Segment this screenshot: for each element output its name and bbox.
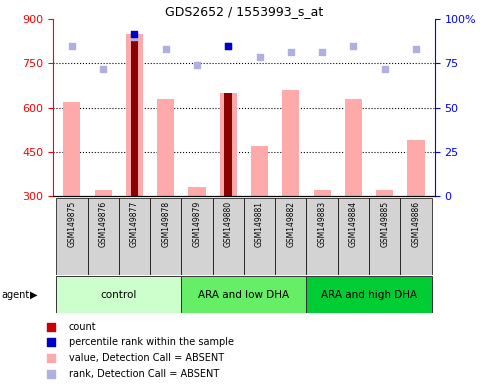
Bar (282, 90, 299, 196)
Point (350, 43, 357, 49)
Point (68, 43, 76, 49)
Bar (338, 198, 369, 275)
Point (99, 66, 107, 72)
Bar (188, 187, 206, 196)
Text: ARA and high DHA: ARA and high DHA (321, 290, 417, 300)
Text: GSM149876: GSM149876 (99, 201, 108, 247)
Text: control: control (100, 290, 137, 300)
Text: GSM149881: GSM149881 (255, 201, 264, 247)
Text: agent: agent (1, 290, 29, 300)
Text: GSM149877: GSM149877 (130, 201, 139, 247)
Bar (157, 99, 174, 196)
Bar (376, 190, 393, 196)
Text: GSM149882: GSM149882 (286, 201, 295, 247)
Text: GSM149884: GSM149884 (349, 201, 358, 247)
Point (256, 55, 263, 61)
Point (225, 43, 232, 49)
Bar (181, 198, 213, 275)
Bar (119, 198, 150, 275)
Bar (369, 198, 400, 275)
Point (47, 355, 55, 361)
Bar (225, 93, 232, 196)
Bar (407, 140, 425, 196)
Text: percentile rank within the sample: percentile rank within the sample (69, 337, 234, 347)
Text: GSM149883: GSM149883 (318, 201, 327, 247)
Bar (400, 198, 432, 275)
Text: ▶: ▶ (30, 290, 38, 300)
Bar (56, 276, 181, 313)
Bar (307, 198, 338, 275)
Bar (126, 34, 143, 196)
Bar (56, 198, 87, 275)
Bar (130, 34, 138, 196)
Point (47, 371, 55, 377)
Bar (275, 198, 307, 275)
Title: GDS2652 / 1553993_s_at: GDS2652 / 1553993_s_at (165, 5, 323, 18)
Text: GSM149886: GSM149886 (412, 201, 420, 247)
Bar (63, 102, 81, 196)
Bar (87, 198, 119, 275)
Point (318, 48, 326, 55)
Bar (150, 198, 181, 275)
Bar (220, 93, 237, 196)
Point (412, 46, 420, 52)
Text: ARA and low DHA: ARA and low DHA (199, 290, 289, 300)
Text: count: count (69, 322, 97, 332)
Text: GSM149878: GSM149878 (161, 201, 170, 247)
Text: GSM149879: GSM149879 (193, 201, 201, 247)
Point (130, 34, 138, 40)
Point (130, 31, 138, 37)
Bar (313, 190, 331, 196)
Point (287, 48, 295, 55)
Text: GSM149885: GSM149885 (380, 201, 389, 247)
Bar (244, 198, 275, 275)
Bar (345, 99, 362, 196)
Point (193, 62, 201, 68)
Text: rank, Detection Call = ABSENT: rank, Detection Call = ABSENT (69, 369, 219, 379)
Bar (181, 276, 307, 313)
Point (381, 66, 388, 72)
Text: GSM149880: GSM149880 (224, 201, 233, 247)
Bar (95, 190, 112, 196)
Text: GSM149875: GSM149875 (68, 201, 76, 247)
Point (47, 339, 55, 345)
Point (47, 324, 55, 330)
Point (162, 46, 170, 52)
Point (225, 43, 232, 49)
Bar (251, 146, 268, 196)
Bar (307, 276, 432, 313)
Text: value, Detection Call = ABSENT: value, Detection Call = ABSENT (69, 353, 224, 363)
Bar (213, 198, 244, 275)
